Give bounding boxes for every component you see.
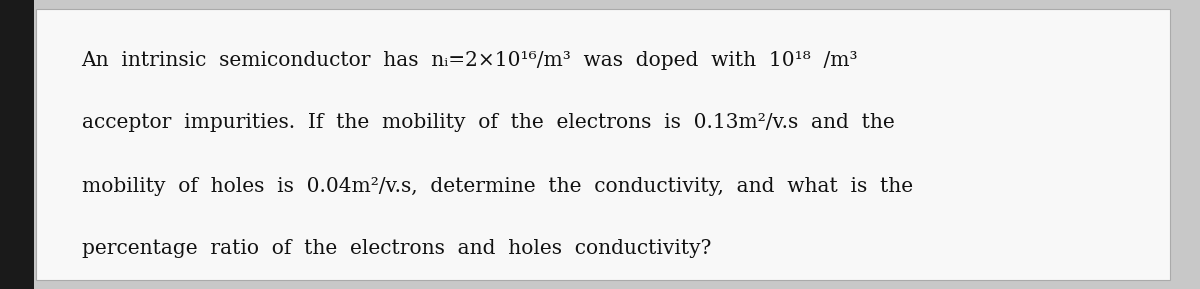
Bar	[0, 0, 34, 289]
Text: acceptor  impurities.  If  the  mobility  of  the  electrons  is  0.13m²/v.s  an: acceptor impurities. If the mobility of …	[82, 113, 894, 132]
Text: percentage  ratio  of  the  electrons  and  holes  conductivity?: percentage ratio of the electrons and ho…	[82, 239, 710, 258]
Text: An  intrinsic  semiconductor  has  nᵢ=2×10¹⁶/m³  was  doped  with  10¹⁸  /m³: An intrinsic semiconductor has nᵢ=2×10¹⁶…	[82, 51, 858, 70]
Text: mobility  of  holes  is  0.04m²/v.s,  determine  the  conductivity,  and  what  : mobility of holes is 0.04m²/v.s, determi…	[82, 177, 913, 196]
